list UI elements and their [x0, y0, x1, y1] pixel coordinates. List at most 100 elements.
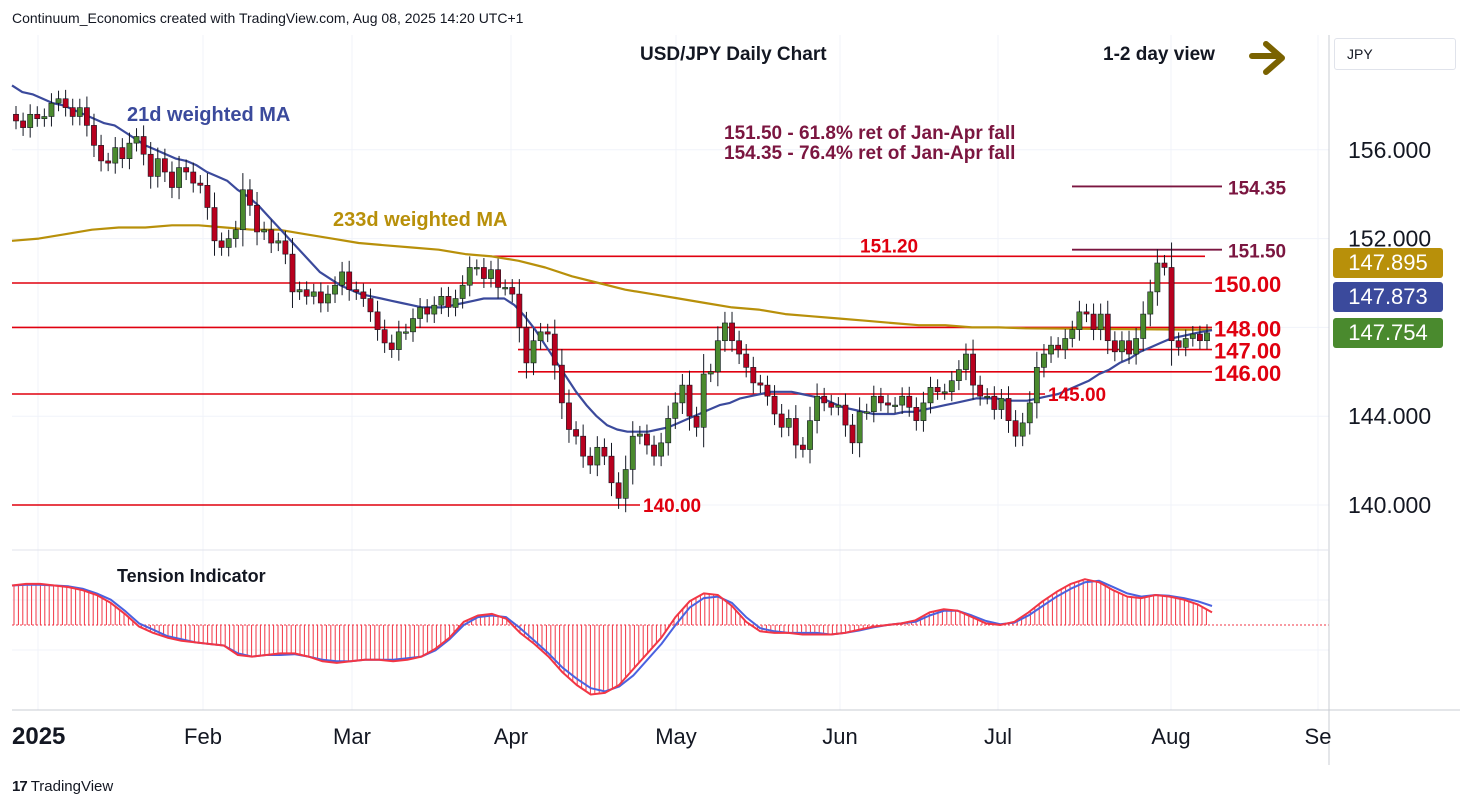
level-label-154.35: 154.35: [1228, 178, 1287, 199]
candle-body: [473, 267, 480, 270]
candle-body: [679, 384, 686, 404]
candle-body: [835, 404, 842, 408]
level-lines: [12, 185, 1222, 506]
candle-body: [381, 329, 388, 344]
candle-body: [417, 307, 423, 319]
candle-body: [1189, 333, 1196, 339]
candle-body: [303, 289, 310, 297]
candlesticks: [13, 89, 1210, 513]
candle-body: [275, 240, 282, 244]
candle-body: [1133, 338, 1140, 355]
candle-body: [573, 429, 579, 437]
candle-body: [27, 113, 34, 128]
candle-body: [1204, 332, 1210, 342]
candle-body: [736, 340, 743, 355]
level-label-150.00: 150.00: [1214, 272, 1281, 297]
tradingview-brand[interactable]: 17 TradingView: [12, 778, 113, 795]
candle-body: [636, 433, 643, 437]
candle-body: [360, 291, 367, 299]
candle-body: [892, 404, 898, 407]
ma233-label: 233d weighted MA: [333, 209, 507, 231]
candle-body: [254, 205, 260, 233]
candle-body: [62, 98, 69, 108]
candle-body: [601, 446, 608, 457]
candle-body: [672, 402, 679, 419]
candle-body: [431, 304, 438, 315]
candle-body: [466, 267, 473, 286]
candle-body: [785, 418, 792, 428]
brand-name: TradingView: [30, 778, 114, 795]
tradingview-logo-icon: 17: [12, 778, 28, 795]
x-tick-label: May: [655, 724, 697, 749]
candle-body: [587, 455, 594, 466]
candle-body: [1083, 311, 1090, 315]
candle-body: [757, 382, 764, 386]
candle-body: [119, 147, 126, 159]
symbol-currency-label[interactable]: JPY: [1334, 38, 1456, 70]
candle-body: [13, 113, 19, 122]
chart-attribution: Continuum_Economics created with Trading…: [12, 10, 524, 26]
candle-body: [771, 395, 778, 415]
candle-body: [211, 207, 218, 242]
chart-labels: 154.35 151.50 151.20 150.00 148.00147.00146.…: [117, 41, 1287, 586]
candle-body: [870, 395, 877, 413]
candle-body: [1097, 313, 1104, 330]
candle-body: [403, 331, 409, 334]
candle-body: [325, 293, 331, 304]
tension-indicator-panel: [11, 578, 1329, 696]
candle-body: [98, 145, 104, 162]
candle-body: [339, 271, 346, 286]
candle-body: [792, 418, 799, 446]
candle-body: [395, 331, 402, 350]
candle-body: [551, 333, 558, 366]
candle-body: [1104, 313, 1111, 342]
candle-body: [1126, 340, 1132, 355]
candle-body: [41, 116, 48, 120]
x-tick-label: Jul: [984, 724, 1012, 749]
candle-body: [190, 171, 197, 184]
level-label-151.20: 151.20: [860, 236, 918, 257]
candle-body: [424, 307, 431, 315]
candle-body: [176, 167, 182, 188]
candle-body: [1005, 398, 1012, 421]
x-tick-label: Apr: [494, 724, 528, 749]
candle-body: [537, 331, 544, 342]
candle-body: [105, 160, 112, 164]
candle-body: [764, 384, 771, 397]
moving-averages: [11, 84, 1213, 433]
x-tick-label: 2025: [12, 723, 65, 750]
candle-body: [140, 136, 147, 155]
candle-body: [218, 240, 225, 248]
candle-body: [133, 136, 140, 144]
candle-body: [239, 189, 246, 231]
candle-body: [1055, 344, 1062, 350]
candle-body: [374, 311, 381, 330]
candle-body: [1048, 344, 1054, 355]
candle-body: [48, 102, 55, 117]
right-arrow-icon: [1249, 41, 1285, 75]
candle-body: [76, 107, 83, 117]
ma21-line: [11, 84, 1213, 433]
candle-body: [332, 284, 338, 295]
candle-body: [126, 142, 133, 159]
candle-body: [707, 371, 714, 375]
candle-body: [516, 293, 523, 328]
candle-body: [225, 238, 232, 248]
candle-body: [1175, 340, 1182, 348]
candle-body: [899, 395, 906, 406]
candle-body: [558, 364, 565, 404]
candle-body: [1033, 367, 1040, 404]
candle-body: [34, 113, 41, 120]
candle-body: [204, 185, 211, 208]
candle-body: [580, 435, 587, 457]
candle-body: [544, 331, 551, 335]
candle-body: [566, 402, 572, 430]
candle-body: [91, 125, 97, 146]
candle-body: [1197, 333, 1203, 342]
candle-body: [877, 395, 884, 404]
candle-body: [693, 415, 700, 428]
candle-body: [955, 369, 962, 381]
x-tick-label: Mar: [333, 724, 371, 749]
candle-body: [849, 424, 856, 444]
